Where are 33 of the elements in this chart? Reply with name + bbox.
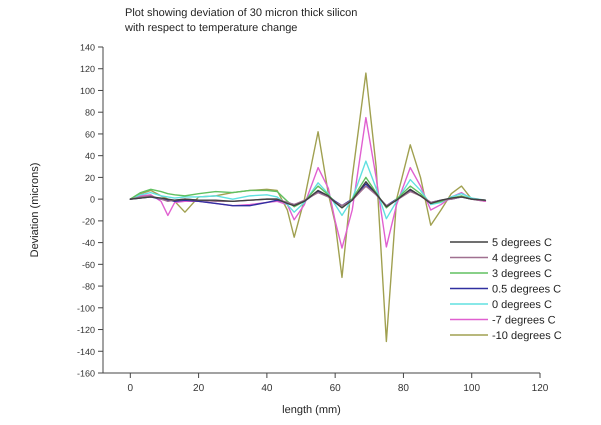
y-tick-label: 140 <box>80 42 95 52</box>
legend-label: -7 degrees C <box>492 314 556 326</box>
legend-label: 3 degrees C <box>492 268 552 280</box>
chart-title: Plot showing deviation of 30 micron thick silicon with respect to temperature change <box>124 7 358 34</box>
y-tick-label: -160 <box>76 368 95 378</box>
y-tick-label: -140 <box>76 346 95 357</box>
legend-label: 0 degrees C <box>492 299 552 311</box>
legend-label: 0.5 degrees C <box>492 284 562 296</box>
x-tick-label: 0 <box>128 383 134 394</box>
x-tick-label: 100 <box>463 383 480 394</box>
legend-label: 4 degrees C <box>492 252 552 264</box>
y-tick-label: 0 <box>90 194 95 205</box>
y-tick-label: -80 <box>82 282 95 292</box>
y-tick-label: -40 <box>82 238 95 248</box>
legend-label: 5 degrees C <box>492 237 552 249</box>
x-axis-title: length (mm) <box>282 404 341 416</box>
y-tick-label: 60 <box>84 129 95 140</box>
y-tick-label: -120 <box>76 325 95 336</box>
x-tick-label: 40 <box>261 383 273 394</box>
legend-label: -10 degrees C <box>492 330 562 342</box>
x-tick-label: 60 <box>330 383 342 394</box>
x-tick-label: 80 <box>398 383 410 394</box>
x-tick-label: 20 <box>193 383 205 394</box>
y-tick-label: 80 <box>84 108 95 118</box>
y-tick-label: 20 <box>84 172 95 183</box>
y-axis-title: Deviation (microns) <box>29 162 41 258</box>
x-tick-label: 120 <box>532 383 549 394</box>
y-tick-label: 120 <box>80 64 95 74</box>
y-tick-label: -20 <box>82 216 95 226</box>
y-tick-label: -60 <box>82 260 95 270</box>
y-tick-label: 40 <box>84 151 95 162</box>
y-tick-label: -100 <box>76 303 95 314</box>
y-tick-label: 100 <box>80 86 95 96</box>
